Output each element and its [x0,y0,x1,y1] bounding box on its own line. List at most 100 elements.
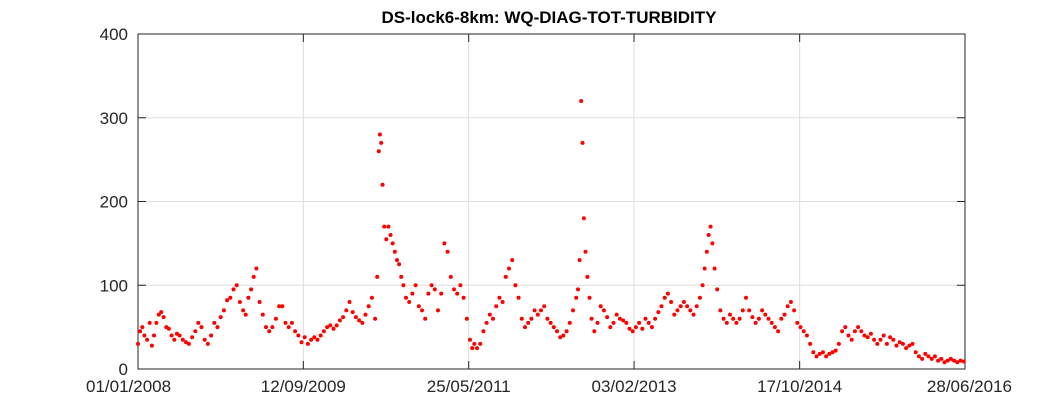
data-point [830,350,835,355]
data-point [888,335,893,340]
data-point [916,354,921,359]
data-point [193,329,198,334]
data-point [260,312,265,317]
data-point [140,325,145,330]
data-point [413,283,418,288]
data-point [273,316,278,321]
data-point [772,325,777,330]
data-point [270,325,275,330]
data-point [461,295,466,300]
data-point [640,326,645,331]
data-point [920,356,925,361]
data-point [872,337,877,342]
data-point [399,274,404,279]
data-point [218,315,223,320]
data-point [579,99,584,103]
data-point [458,283,463,288]
data-point [277,304,282,309]
data-point [344,308,349,313]
data-point [436,308,440,313]
data-point [376,149,381,154]
data-point [567,320,572,325]
data-point [712,266,717,271]
data-point [464,316,469,321]
data-point [251,274,256,279]
data-point [237,300,242,304]
data-point [760,308,765,313]
data-point [605,315,610,320]
data-point [897,340,902,345]
data-point [585,274,590,279]
x-tick-label: 12/09/2009 [261,377,346,396]
data-point [862,333,867,338]
data-point [439,291,444,296]
data-point [653,316,658,321]
data-point [299,340,304,345]
data-point [318,333,323,338]
data-point [577,258,582,263]
data-point [334,323,339,328]
data-point [592,329,597,334]
data-point [576,287,580,292]
data-point [429,283,434,288]
data-point [491,316,495,321]
data-point [169,333,174,338]
data-point [177,333,182,338]
data-point [865,335,870,340]
data-point [581,216,586,221]
data-point [296,333,301,338]
data-point [580,140,585,145]
data-point [614,312,619,317]
data-point [516,295,521,300]
data-point [209,333,214,338]
data-point [646,320,651,325]
data-point [804,333,809,338]
data-point [205,341,210,346]
data-point [627,326,632,331]
data-point [366,304,371,309]
data-point [452,287,456,292]
y-tick-label: 300 [100,109,128,128]
data-point [875,341,880,346]
data-point [608,325,613,330]
data-point [202,337,207,342]
data-point [551,325,556,330]
data-point [881,333,886,338]
data-point [472,341,477,346]
data-point [891,337,896,342]
data-point [149,343,154,348]
data-point [159,310,164,315]
data-point [249,287,254,292]
data-point [852,329,857,334]
data-point [665,291,670,296]
x-tick-label: 03/02/2013 [591,377,676,396]
data-point [548,320,553,325]
data-point [724,320,729,325]
data-point [856,325,861,330]
data-point [510,258,515,263]
data-point [410,291,415,296]
data-point [801,329,806,334]
data-point [621,318,626,323]
data-point [884,341,889,346]
x-axis-tick-labels: 01/01/2008 12/09/2009 25/05/2011 03/02/2013… [86,377,1012,396]
data-point [827,351,832,356]
data-point [497,295,502,300]
data-point [672,312,677,317]
y-tick-label: 100 [100,276,128,295]
data-point [932,354,937,359]
data-point [190,335,195,340]
data-point [545,316,550,321]
data-point [360,320,365,325]
data-point [392,249,397,254]
data-point [401,283,406,288]
data-point [649,325,654,330]
data-point [555,329,559,334]
data-point [601,308,606,313]
data-point [958,358,963,363]
data-point [397,262,402,267]
data-point [432,287,437,292]
data-point [321,329,326,334]
data-point [820,350,825,355]
data-point [152,333,156,338]
